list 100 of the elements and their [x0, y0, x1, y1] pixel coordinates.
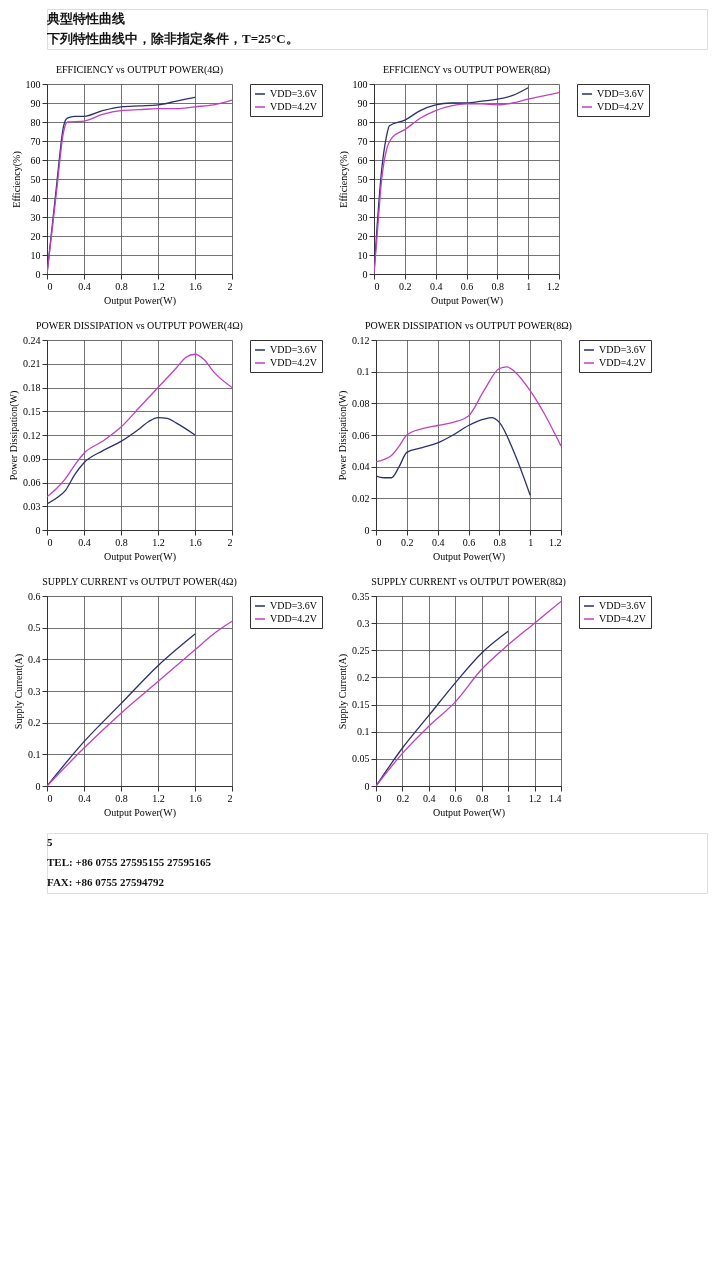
y-tick-label: 40	[30, 192, 41, 204]
y-tick-label: 90	[357, 97, 368, 109]
x-tick-label: 0.8	[475, 792, 489, 804]
x-tick-label: 1.2	[152, 536, 165, 548]
legend-label: VDD=3.6V	[270, 344, 318, 355]
legend-label: VDD=3.6V	[270, 88, 318, 99]
chart-title: POWER DISSIPATION vs OUTPUT POWER(4Ω)	[36, 320, 243, 332]
y-tick-label: 0.09	[23, 453, 41, 465]
x-tick-label: 0	[47, 280, 53, 292]
y-tick-label: 0	[364, 524, 370, 536]
y-tick-label: 0.12	[352, 334, 370, 346]
y-tick-label: 0.1	[357, 726, 370, 738]
chart-title: SUPPLY CURRENT vs OUTPUT POWER(4Ω)	[42, 576, 237, 588]
y-tick-label: 0.3	[28, 685, 41, 697]
y-axis-title: Power Dissipation(W)	[8, 390, 20, 481]
y-tick-label: 0.02	[352, 492, 370, 504]
x-tick-label: 0.6	[449, 792, 463, 804]
x-tick-label: 0.4	[78, 792, 91, 804]
chart-title: POWER DISSIPATION vs OUTPUT POWER(8Ω)	[365, 320, 572, 332]
y-tick-label: 80	[30, 116, 41, 128]
x-tick-label: 0	[47, 536, 53, 548]
y-tick-label: 0.03	[23, 500, 41, 512]
y-tick-label: 70	[357, 135, 368, 147]
y-tick-label: 30	[30, 211, 41, 223]
y-tick-label: 0.4	[28, 653, 41, 665]
legend-label: VDD=3.6V	[270, 600, 318, 611]
y-tick-label: 0.06	[352, 429, 370, 441]
chart-title: EFFICIENCY vs OUTPUT POWER(8Ω)	[382, 64, 551, 76]
x-tick-label: 0.6	[460, 280, 474, 292]
y-tick-label: 0.2	[28, 717, 41, 729]
y-tick-label: 0	[35, 268, 41, 280]
x-tick-label: 1.2	[152, 280, 165, 292]
x-tick-label: 1.2	[528, 792, 542, 804]
y-tick-label: 0.6	[28, 590, 41, 602]
y-tick-label: 0.3	[357, 617, 370, 629]
x-tick-label: 0.8	[493, 536, 507, 548]
x-tick-label: 1.2	[547, 280, 560, 292]
y-tick-label: 60	[357, 154, 368, 166]
y-tick-label: 80	[357, 116, 368, 128]
legend-label: VDD=4.2V	[270, 101, 318, 112]
y-tick-label: 0.25	[352, 644, 370, 656]
y-axis-title: Supply Current(A)	[13, 653, 25, 730]
x-tick-label: 0.8	[115, 536, 128, 548]
x-tick-label: 0	[47, 792, 53, 804]
y-tick-label: 0.1	[357, 366, 370, 378]
y-tick-label: 0.12	[23, 429, 41, 441]
x-tick-label: 0.2	[396, 792, 410, 804]
x-tick-label: 0.4	[431, 536, 445, 548]
x-axis-title: Output Power(W)	[433, 806, 505, 819]
x-tick-label: 0	[376, 536, 382, 548]
x-tick-label: 1	[528, 536, 534, 548]
legend-label: VDD=4.2V	[599, 613, 647, 624]
x-tick-label: 0	[376, 792, 382, 804]
x-tick-label: 1.2	[152, 792, 165, 804]
x-axis-title: Output Power(W)	[104, 550, 176, 563]
line-series	[376, 366, 561, 463]
y-tick-label: 0.15	[352, 699, 370, 711]
x-tick-label: 1.2	[549, 536, 562, 548]
legend-label: VDD=3.6V	[599, 344, 647, 355]
x-tick-label: 0.8	[115, 280, 128, 292]
x-tick-label: 0.4	[429, 280, 443, 292]
x-axis-title: Output Power(W)	[104, 294, 176, 307]
y-tick-label: 0	[364, 780, 370, 792]
y-tick-label: 0.1	[28, 748, 41, 760]
line-series	[376, 416, 531, 496]
y-tick-label: 0.18	[23, 382, 41, 393]
y-tick-label: 90	[30, 97, 41, 109]
x-tick-label: 1	[506, 792, 512, 804]
x-tick-label: 2	[227, 792, 233, 804]
y-tick-label: 0	[362, 268, 368, 280]
x-tick-label: 0.2	[399, 280, 412, 292]
y-tick-label: 0	[35, 780, 41, 792]
y-tick-label: 100	[352, 78, 368, 90]
y-tick-label: 20	[357, 230, 368, 242]
y-tick-label: 0.04	[352, 461, 370, 473]
x-tick-label: 0.2	[401, 536, 414, 548]
line-series	[47, 633, 196, 786]
y-tick-label: 0.24	[23, 334, 41, 346]
y-tick-label: 0.2	[357, 671, 370, 683]
x-tick-label: 2	[227, 536, 233, 548]
chart-title: SUPPLY CURRENT vs OUTPUT POWER(8Ω)	[371, 576, 566, 588]
y-tick-label: 0.21	[23, 358, 41, 370]
text: FAX: +86 0755 27594792	[47, 876, 165, 888]
y-tick-label: 20	[30, 230, 41, 242]
y-tick-label: 0.06	[23, 477, 41, 488]
y-axis-title: Power Dissipation(W)	[337, 390, 349, 481]
y-tick-label: 0.5	[28, 622, 41, 634]
legend-label: VDD=4.2V	[599, 357, 647, 368]
y-tick-label: 10	[30, 249, 41, 261]
line-series	[47, 353, 232, 498]
legend-label: VDD=4.2V	[597, 101, 645, 112]
y-tick-label: 50	[30, 173, 41, 185]
legend-label: VDD=4.2V	[270, 357, 318, 368]
x-tick-label: 0.8	[115, 792, 128, 804]
x-tick-label: 1.6	[189, 280, 202, 292]
y-tick-label: 50	[357, 173, 368, 185]
x-tick-label: 0.8	[491, 280, 505, 292]
y-tick-label: 40	[357, 192, 368, 204]
y-tick-label: 70	[30, 135, 41, 147]
legend-label: VDD=3.6V	[597, 88, 645, 99]
